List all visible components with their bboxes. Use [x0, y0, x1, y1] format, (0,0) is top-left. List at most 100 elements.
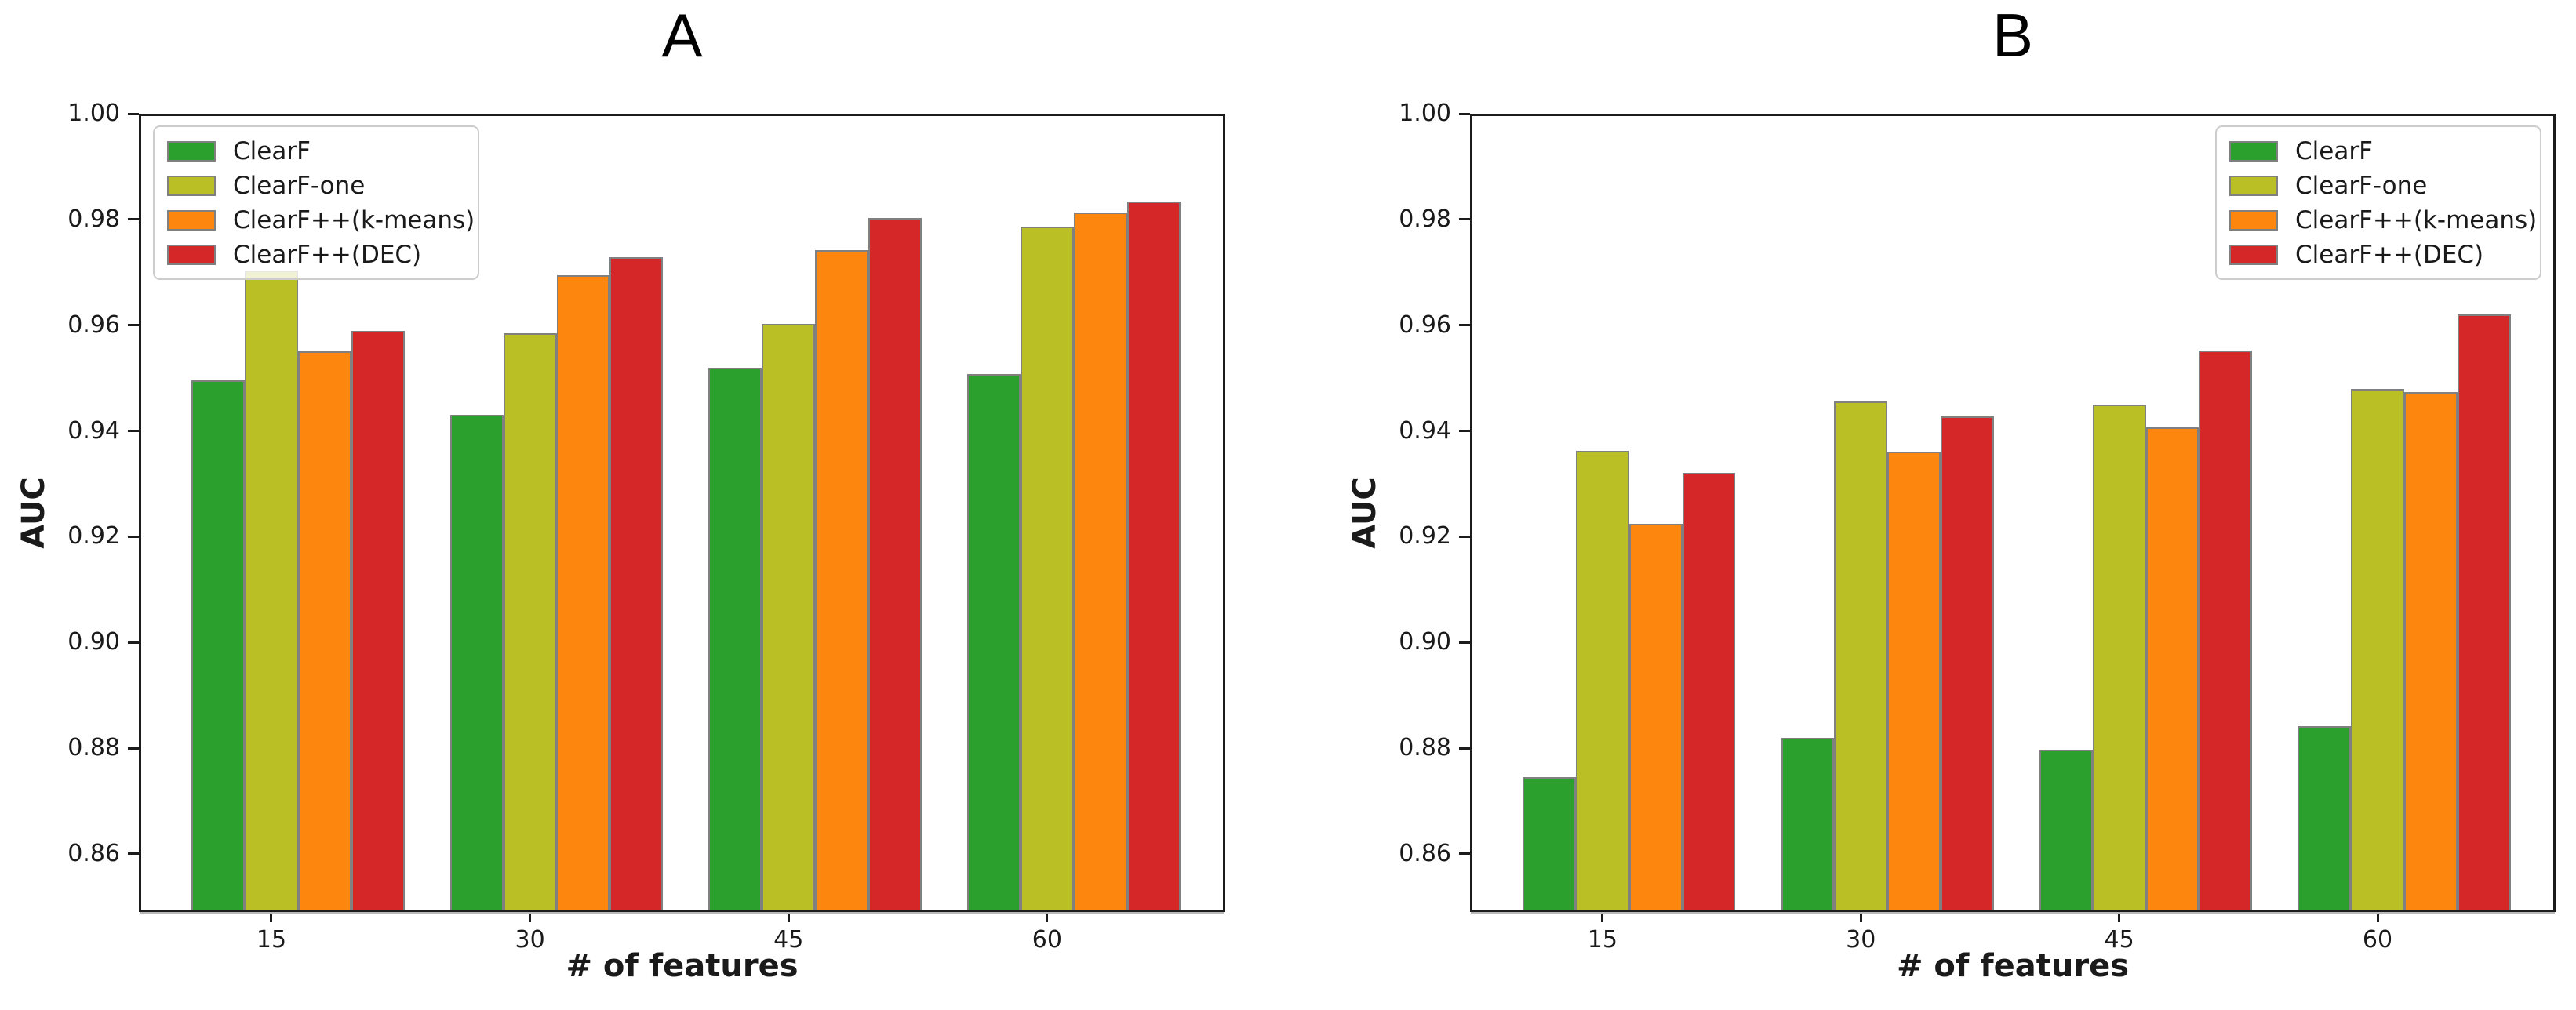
legend-label: ClearF++(k-means) — [233, 205, 475, 234]
bar-clearf-dec-15 — [1682, 472, 1736, 912]
bar-clearf-one-15 — [245, 271, 298, 912]
bar-clearf-dec-45 — [2199, 351, 2253, 912]
x-tick-label: 30 — [515, 926, 545, 954]
bar-clearf-30 — [1781, 737, 1835, 912]
legend-label: ClearF++(k-means) — [2295, 205, 2538, 234]
bar-clearf-one-30 — [503, 332, 557, 912]
legend-row-clearf-dec: ClearF++(DEC) — [167, 240, 465, 269]
y-tick-mark — [1459, 641, 1470, 644]
bar-clearf-60 — [967, 373, 1021, 912]
y-tick-mark — [128, 324, 139, 327]
x-tick-label: 45 — [2104, 926, 2134, 954]
bar-clearf-dec-30 — [1940, 416, 1994, 912]
bar-clearf-15 — [191, 380, 246, 912]
legend-row-clearf-k-means: ClearF++(k-means) — [167, 205, 475, 234]
y-tick-mark — [128, 535, 139, 538]
legend-row-clearf-dec: ClearF++(DEC) — [2229, 240, 2527, 269]
bar-clearf-k-means-60 — [2403, 392, 2458, 912]
bar-clearf-45 — [2039, 750, 2093, 912]
legend-row-clearf-one: ClearF-one — [2229, 171, 2527, 200]
legend-label: ClearF++(DEC) — [2295, 240, 2484, 269]
x-tick-label: 60 — [1031, 926, 1062, 954]
bar-clearf-k-means-15 — [1628, 524, 1683, 912]
y-tick-mark — [1459, 747, 1470, 750]
x-tick-mark — [1601, 912, 1604, 922]
x-tick-mark — [2376, 912, 2379, 922]
y-tick-mark — [128, 430, 139, 432]
legend-label: ClearF-one — [2295, 171, 2428, 200]
legend-label: ClearF — [233, 136, 311, 165]
x-tick-label: 45 — [773, 926, 804, 954]
x-tick-mark — [1046, 912, 1049, 922]
bar-clearf-k-means-60 — [1073, 213, 1127, 912]
bar-clearf-k-means-30 — [556, 275, 610, 912]
x-axis-title: # of features — [1896, 948, 2130, 984]
legend-swatch-clearf-dec — [2229, 244, 2278, 265]
y-tick-mark — [1459, 324, 1470, 327]
legend: ClearF ClearF-one ClearF++(k-means) ClearF+… — [153, 125, 479, 280]
legend-swatch-clearf — [2229, 140, 2278, 162]
panel-b: B AUC # of features 0.86 0.88 0.90 0.92 0.94 0.9… — [1288, 0, 2576, 1010]
legend-swatch-clearf-k-means — [2229, 209, 2278, 231]
legend-row-clearf-one: ClearF-one — [167, 171, 465, 200]
y-tick-label: 0.92 — [67, 522, 120, 550]
y-tick-label: 0.96 — [1399, 311, 1451, 339]
bar-clearf-dec-45 — [868, 217, 922, 912]
x-tick-label: 15 — [1587, 926, 1617, 954]
bar-clearf-dec-60 — [1126, 201, 1181, 912]
bar-clearf-30 — [449, 415, 504, 912]
legend: ClearF ClearF-one ClearF++(k-means) ClearF+… — [2215, 125, 2541, 280]
legend-row-clearf-k-means: ClearF++(k-means) — [2229, 205, 2537, 234]
bar-clearf-one-45 — [762, 323, 816, 912]
bar-clearf-45 — [708, 367, 762, 912]
y-tick-mark — [128, 641, 139, 644]
y-tick-label: 0.90 — [1399, 628, 1451, 656]
x-tick-mark — [529, 912, 532, 922]
x-tick-mark — [1859, 912, 1862, 922]
y-tick-label: 1.00 — [1399, 100, 1451, 127]
legend-row-clearf: ClearF — [167, 136, 465, 165]
x-axis-title: # of features — [566, 948, 799, 984]
legend-label: ClearF++(DEC) — [233, 240, 422, 269]
y-tick-label: 0.90 — [67, 628, 120, 656]
legend-row-clearf: ClearF — [2229, 136, 2527, 165]
legend-swatch-clearf-one — [2229, 175, 2278, 196]
y-tick-label: 1.00 — [67, 100, 120, 127]
bar-clearf-one-30 — [1834, 401, 1888, 912]
x-tick-mark — [787, 912, 790, 922]
bar-clearf-one-15 — [1575, 451, 1629, 912]
legend-label: ClearF — [2295, 136, 2373, 165]
y-tick-mark — [1459, 535, 1470, 538]
panel-title: B — [1992, 1, 2034, 70]
y-tick-mark — [128, 218, 139, 221]
y-tick-mark — [128, 852, 139, 856]
bar-clearf-k-means-15 — [297, 351, 351, 912]
y-tick-label: 0.92 — [1399, 522, 1451, 550]
y-tick-label: 0.94 — [67, 416, 120, 445]
x-tick-mark — [270, 912, 273, 922]
y-tick-label: 0.98 — [1399, 205, 1451, 233]
legend-swatch-clearf-one — [167, 175, 216, 196]
legend-swatch-clearf-k-means — [167, 209, 216, 231]
y-tick-mark — [1459, 852, 1470, 856]
x-tick-label: 60 — [2362, 926, 2393, 954]
y-tick-mark — [1459, 430, 1470, 432]
bar-clearf-k-means-30 — [1887, 452, 1941, 912]
y-tick-label: 0.88 — [1399, 734, 1451, 761]
y-tick-mark — [1459, 218, 1470, 221]
panel-title: A — [661, 1, 703, 70]
bar-clearf-dec-60 — [2457, 314, 2511, 912]
y-tick-label: 0.86 — [67, 839, 120, 867]
bar-clearf-60 — [2298, 725, 2352, 912]
y-tick-label: 0.96 — [67, 311, 120, 339]
legend-swatch-clearf-dec — [167, 244, 216, 265]
bar-clearf-one-60 — [1020, 226, 1074, 912]
y-tick-label: 0.86 — [1399, 839, 1451, 867]
legend-swatch-clearf — [167, 140, 216, 162]
y-tick-mark — [128, 112, 139, 115]
x-tick-label: 15 — [256, 926, 287, 954]
y-tick-label: 0.88 — [67, 734, 120, 761]
y-tick-mark — [128, 747, 139, 750]
y-tick-label: 0.94 — [1399, 416, 1451, 445]
